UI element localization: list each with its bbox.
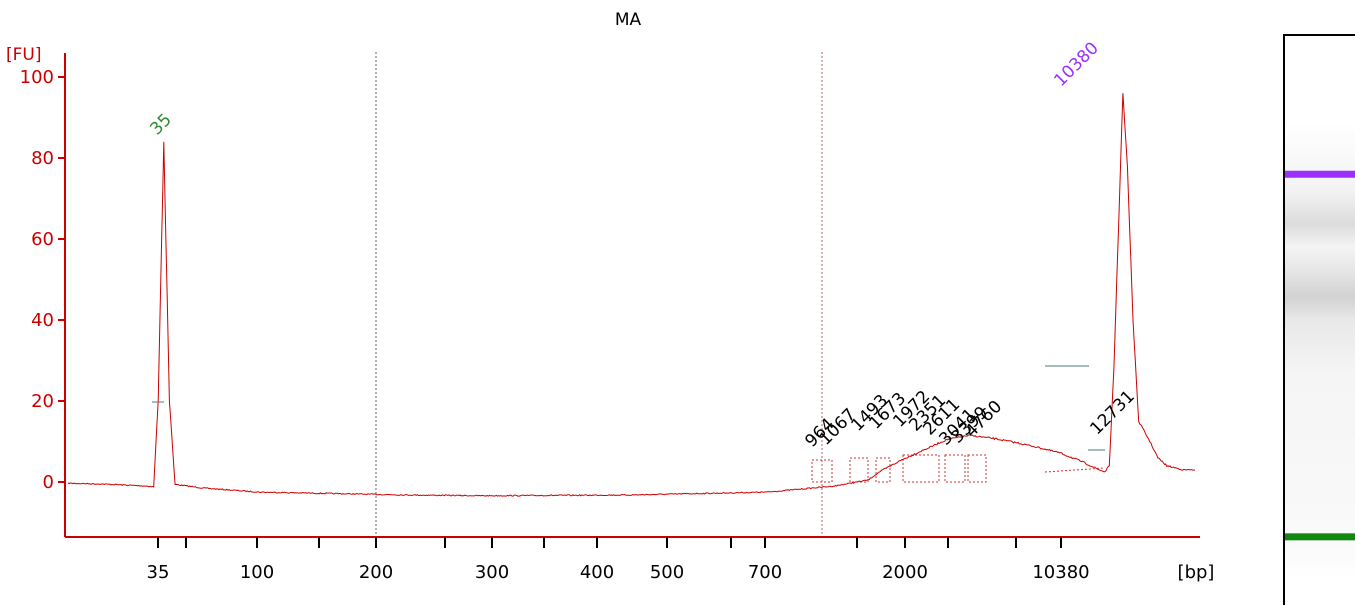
upper-marker-band xyxy=(1285,170,1355,178)
x-tick-label: 200 xyxy=(359,562,393,583)
y-tick-label: 40 xyxy=(31,310,54,331)
gel-lane-background xyxy=(1285,124,1355,579)
y-axis-label: [FU] xyxy=(6,45,42,65)
y-tick-label: 100 xyxy=(20,67,54,88)
fragment-box xyxy=(967,454,987,483)
peak-label: 10380 xyxy=(1050,38,1102,90)
gel-image xyxy=(1283,34,1355,605)
x-tick-label: 35 xyxy=(147,562,170,583)
y-tick-label: 80 xyxy=(31,148,54,169)
fragment-box xyxy=(811,459,833,483)
y-tick-label: 60 xyxy=(31,229,54,250)
electropherogram-trace xyxy=(67,93,1196,497)
gel-lane xyxy=(1285,124,1355,579)
fragment-box xyxy=(944,454,966,483)
x-tick-group: 35 100 200 300 400 500 700 2000 10380 xyxy=(147,537,1090,583)
x-tick-label: 10380 xyxy=(1032,562,1089,583)
x-tick-label: 100 xyxy=(240,562,274,583)
fragment-box xyxy=(849,457,869,483)
x-tick-label: 500 xyxy=(650,562,684,583)
x-tick-label: 300 xyxy=(475,562,509,583)
x-tick-label: 2000 xyxy=(882,562,928,583)
fragment-box xyxy=(902,454,940,483)
chart-title: MA xyxy=(615,10,642,30)
y-tick-label: 20 xyxy=(31,391,54,412)
x-axis-label: [bp] xyxy=(1178,562,1215,583)
lower-marker-band xyxy=(1285,533,1355,541)
y-tick-group: 0 20 40 60 80 100 xyxy=(20,67,65,493)
peak-label-group: 3510380127319641067149316731972235126113… xyxy=(146,38,1138,451)
y-tick-label: 0 xyxy=(43,472,54,493)
smear-region-group xyxy=(811,449,1106,483)
x-tick-label: 700 xyxy=(748,562,782,583)
fragment-box xyxy=(875,457,891,483)
peak-label: 35 xyxy=(146,110,175,139)
x-tick-label: 400 xyxy=(580,562,614,583)
electropherogram-chart: MA [FU] [bp] 0 20 40 60 80 100 35 100 200 300 400… xyxy=(6,10,1215,583)
